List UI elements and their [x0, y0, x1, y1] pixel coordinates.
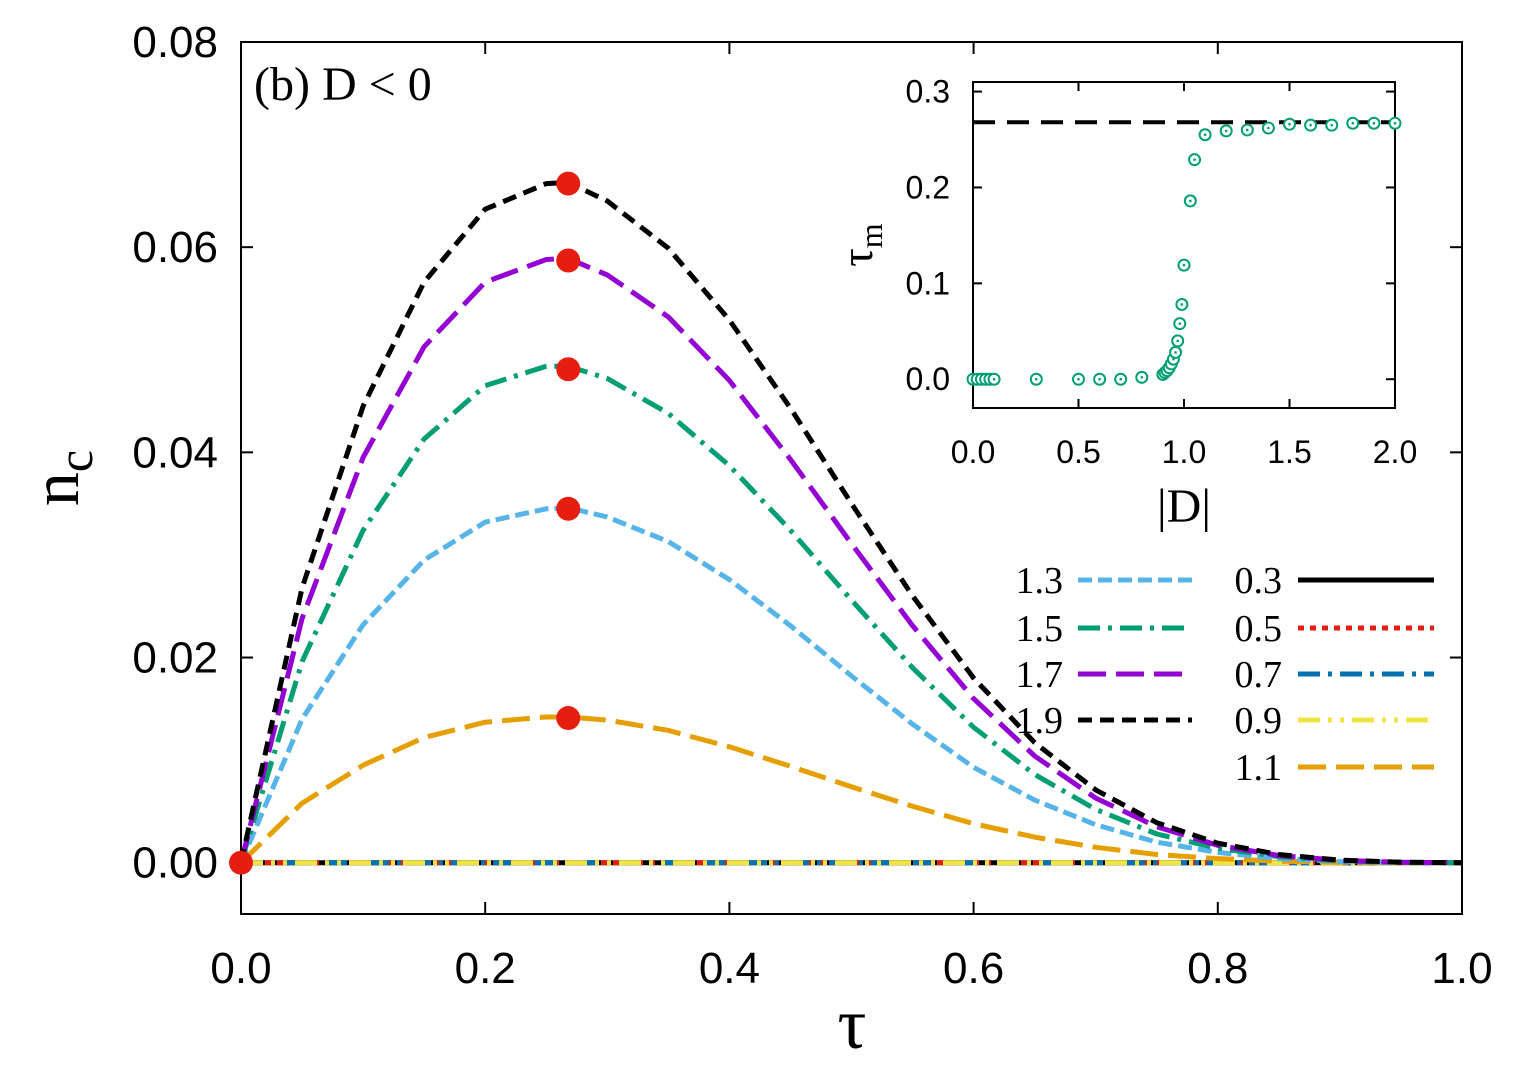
- legend-label: 0.5: [1235, 608, 1283, 650]
- inset-y-tick-label: 0.3: [906, 74, 950, 110]
- inset-x-tick-label: 0.5: [1056, 434, 1100, 470]
- legend: 1.3 1.51.71.9 0.3 0.50.70.9 1.1: [1016, 560, 1434, 789]
- inset-frame: [972, 81, 1396, 409]
- inset-data-point-center: [1288, 122, 1291, 126]
- inset-y-tick-label: 0.1: [906, 265, 950, 301]
- y-tick-label: 0.02: [132, 634, 218, 683]
- inset-data-point-center: [1393, 121, 1397, 125]
- legend-label: 1.3: [1016, 560, 1064, 602]
- inset-data-point-center: [1246, 128, 1249, 132]
- inset-data-point-center: [1182, 263, 1186, 267]
- legend-label: 1.1: [1235, 747, 1283, 789]
- maximum-marker: [556, 171, 581, 196]
- inset-data-point-center: [1330, 123, 1333, 127]
- series-line-1.7: [238, 256, 1463, 866]
- inset-data-point-center: [1203, 133, 1207, 137]
- y-tick-label: 0.04: [132, 428, 218, 477]
- x-tick-label: 0.4: [699, 944, 760, 993]
- inset-data-point-center: [1224, 129, 1228, 133]
- maximum-marker: [556, 357, 581, 382]
- maximum-marker: [556, 496, 581, 521]
- inset-data-point-center: [992, 377, 996, 381]
- x-tick-label: 0.0: [210, 944, 271, 993]
- inset-plot: 0.0 0.5 1.0 1.5 2.0 0.0 0.1 0.2 0.3 |D| τm: [831, 74, 1417, 533]
- main-plot: 0.0 0.2 0.4 0.6 0.8 1.0 0.00 0.02 0.04 0.06 0.08 τ n…: [17, 18, 1493, 1064]
- x-tick-label: 0.2: [455, 944, 516, 993]
- legend-label: 0.9: [1235, 700, 1283, 742]
- x-tick-label: 0.6: [943, 944, 1004, 993]
- inset-y-tick-label: 0.0: [906, 361, 950, 397]
- inset-y-axis-label: τm: [831, 223, 889, 267]
- legend-label: 1.9: [1016, 700, 1064, 742]
- y-tick-label: 0.08: [132, 18, 218, 67]
- inset-data-point-center: [1351, 121, 1355, 125]
- inset-x-tick-label: 0.0: [951, 434, 995, 470]
- inset-data-point-center: [1140, 376, 1144, 379]
- plot-frame: [240, 41, 1463, 915]
- inset-data-point-center: [1174, 351, 1177, 354]
- series-line-1.9: [238, 180, 1463, 866]
- panel-label: (b) D < 0: [254, 58, 432, 111]
- maximum-marker: [556, 706, 581, 731]
- x-tick-label: 1.0: [1431, 944, 1492, 993]
- legend-label: 0.3: [1235, 560, 1283, 602]
- inset-data-point-center: [1193, 158, 1196, 161]
- inset-data-point-center: [1178, 322, 1182, 325]
- legend-label: 0.7: [1235, 654, 1283, 696]
- inset-x-axis-label: |D|: [1157, 480, 1211, 533]
- inset-data-point-center: [1309, 123, 1312, 127]
- y-axis-label: nc: [17, 450, 103, 506]
- inset-data-point-center: [1035, 377, 1038, 381]
- legend-label: 1.7: [1016, 654, 1064, 696]
- inset-y-tick-label: 0.2: [906, 169, 950, 205]
- inset-data-point-center: [1119, 377, 1122, 381]
- maximum-marker: [229, 850, 253, 875]
- inset-data-point-center: [1176, 339, 1179, 343]
- legend-label: 1.5: [1016, 608, 1064, 650]
- y-tick-label: 0.00: [132, 839, 218, 888]
- series-line-1.3: [238, 505, 1463, 866]
- inset-x-tick-label: 1.5: [1267, 434, 1311, 470]
- inset-data-point-center: [1372, 121, 1376, 125]
- maximum-marker: [556, 248, 581, 273]
- y-tick-label: 0.06: [132, 223, 218, 272]
- inset-data-point-center: [1189, 199, 1192, 203]
- x-tick-label: 0.8: [1187, 944, 1248, 993]
- x-axis-label: τ: [838, 984, 867, 1064]
- inset-x-tick-label: 1.0: [1162, 434, 1206, 470]
- inset-data-point-center: [1267, 126, 1270, 130]
- inset-data-point-center: [1098, 377, 1101, 381]
- inset-data-point-center: [1180, 303, 1184, 306]
- inset-data-point-center: [1077, 377, 1080, 381]
- series-line-1.1: [239, 714, 1462, 866]
- inset-x-tick-label: 2.0: [1373, 434, 1417, 470]
